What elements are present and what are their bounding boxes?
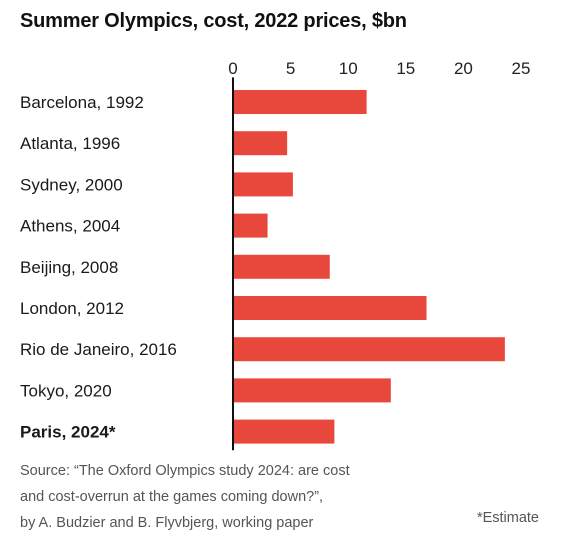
category-label: Paris, 2024*: [20, 423, 116, 442]
estimate-footnote: *Estimate: [476, 510, 539, 526]
source-note: Source: “The Oxford Olympics study 2024:…: [20, 458, 350, 536]
source-line-2: and cost-overrun at the games coming dow…: [20, 489, 324, 505]
bar: [233, 419, 335, 444]
bar: [233, 172, 293, 197]
category-label: Rio de Janeiro, 2016: [20, 340, 177, 359]
x-tick-label: 15: [396, 59, 415, 78]
category-label: Barcelona, 1992: [20, 93, 144, 112]
bar: [233, 131, 288, 156]
source-line-1: Source: “The Oxford Olympics study 2024:…: [20, 463, 350, 479]
category-label: Tokyo, 2020: [20, 381, 112, 400]
x-tick-label: 20: [454, 59, 473, 78]
x-tick-label: 10: [339, 59, 358, 78]
chart-title: Summer Olympics, cost, 2022 prices, $bn: [20, 10, 407, 32]
x-tick-label: 25: [512, 59, 531, 78]
bar: [233, 90, 367, 114]
category-label: Sydney, 2000: [20, 175, 123, 194]
bar: [233, 254, 330, 279]
category-label: Athens, 2004: [20, 217, 120, 236]
x-tick-label: 0: [228, 59, 237, 78]
source-line-3: by A. Budzier and B. Flyvbjerg, working …: [20, 515, 314, 531]
category-label: London, 2012: [20, 299, 124, 318]
bar: [233, 213, 268, 238]
bar: [233, 378, 391, 403]
bar-chart: 0 5 10 15 20 25 Barcelona, 1992 Atlanta, 1996 Sy…: [20, 59, 531, 451]
bar: [233, 337, 505, 362]
bar: [233, 296, 427, 320]
category-label: Beijing, 2008: [20, 258, 118, 277]
x-tick-label: 5: [286, 59, 295, 78]
category-label: Atlanta, 1996: [20, 134, 120, 153]
